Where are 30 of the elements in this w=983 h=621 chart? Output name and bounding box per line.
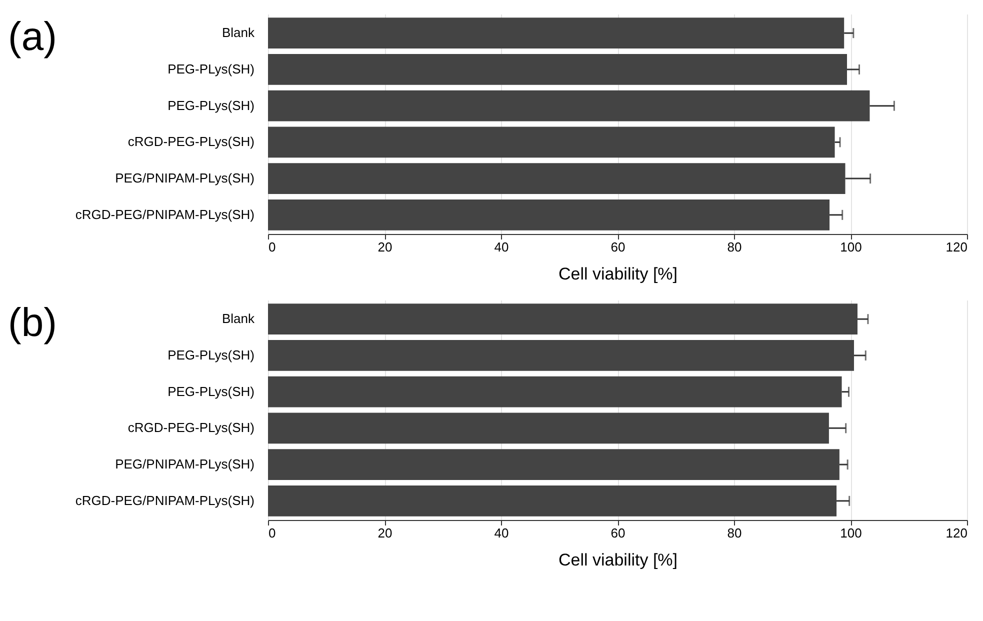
y-tick-label: Blank xyxy=(222,25,255,40)
x-tick-label: 80 xyxy=(727,526,742,540)
y-tick-label: cRGD-PEG/PNIPAM-PLys(SH) xyxy=(75,206,254,222)
x-tick-label: 60 xyxy=(610,526,626,540)
y-tick-label: PEG/PNIPAM-PLys(SH) xyxy=(115,170,254,186)
y-tick-label: PEG-PLys(SH) xyxy=(168,384,254,399)
x-tick-label: 100 xyxy=(840,526,862,540)
y-tick-label: Blank xyxy=(222,311,255,326)
x-axis-title: Cell viability [%] xyxy=(558,264,678,284)
y-tick-label: PEG-PLys(SH) xyxy=(168,347,254,362)
x-tick-label: 120 xyxy=(946,526,968,540)
x-axis-title: Cell viability [%] xyxy=(558,550,678,570)
y-tick-label: cRGD-PEG-PLys(SH) xyxy=(128,420,254,436)
y-tick-label: PEG-PLys(SH) xyxy=(168,98,254,113)
y-tick-label: cRGD-PEG-PLys(SH) xyxy=(128,134,254,150)
x-tick-label: 40 xyxy=(494,526,509,540)
x-tick-label: 60 xyxy=(610,240,626,254)
y-tick-label: cRGD-PEG/PNIPAM-PLys(SH) xyxy=(75,492,254,508)
x-tick-label: 120 xyxy=(946,240,968,254)
chart-title: (a) xyxy=(8,15,57,59)
y-tick-label: PEG-PLys(SH) xyxy=(168,61,254,76)
y-tick-label: PEG/PNIPAM-PLys(SH) xyxy=(115,456,254,472)
x-tick-label: 80 xyxy=(727,240,742,254)
chart-title: (b) xyxy=(8,301,57,345)
x-tick-label: 20 xyxy=(378,240,392,254)
x-tick-label: 100 xyxy=(840,240,862,254)
x-tick-label: 40 xyxy=(494,240,509,254)
x-tick-label: 20 xyxy=(378,526,392,540)
x-tick-label: 0 xyxy=(268,240,276,254)
x-tick-label: 0 xyxy=(268,526,276,540)
